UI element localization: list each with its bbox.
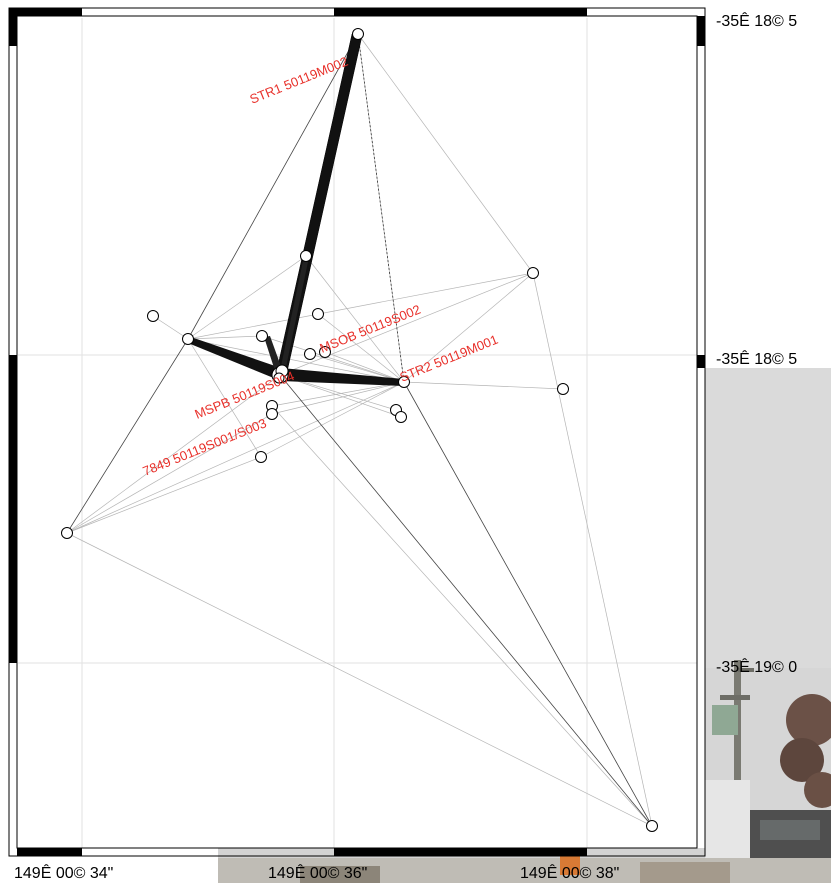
network-lines <box>66 33 653 827</box>
station-markers <box>61 28 658 832</box>
map-panel <box>0 0 705 848</box>
station-marker <box>646 820 658 832</box>
station-marker <box>266 408 278 420</box>
lat-label: -35Ê 18© 5 <box>716 11 797 30</box>
map-frame <box>8 7 706 857</box>
station-marker <box>61 527 73 539</box>
station-marker <box>527 267 539 279</box>
station-marker <box>256 330 268 342</box>
station-marker <box>319 346 331 358</box>
latitude-labels: -35Ê 18© 5 -35Ê 18© 5 -35Ê 19© 0 <box>716 11 797 676</box>
station-marker <box>312 308 324 320</box>
station-marker <box>304 348 316 360</box>
station-str2 <box>398 376 410 388</box>
lat-label: -35Ê 19© 0 <box>716 657 797 676</box>
station-marker <box>182 333 194 345</box>
station-marker <box>300 250 312 262</box>
lon-label: 149Ê 00© 38" <box>520 863 619 882</box>
station-marker <box>395 411 407 423</box>
longitude-labels: 149Ê 00© 34" 149Ê 00© 36" 149Ê 00© 38" <box>14 863 619 882</box>
station-str1 <box>352 28 364 40</box>
background-photo <box>218 368 831 883</box>
station-marker <box>147 310 159 322</box>
station-marker <box>255 451 267 463</box>
lat-label: -35Ê 18© 5 <box>716 349 797 368</box>
lon-label: 149Ê 00© 36" <box>268 863 367 882</box>
station-marker <box>557 383 569 395</box>
lon-label: 149Ê 00© 34" <box>14 863 113 882</box>
